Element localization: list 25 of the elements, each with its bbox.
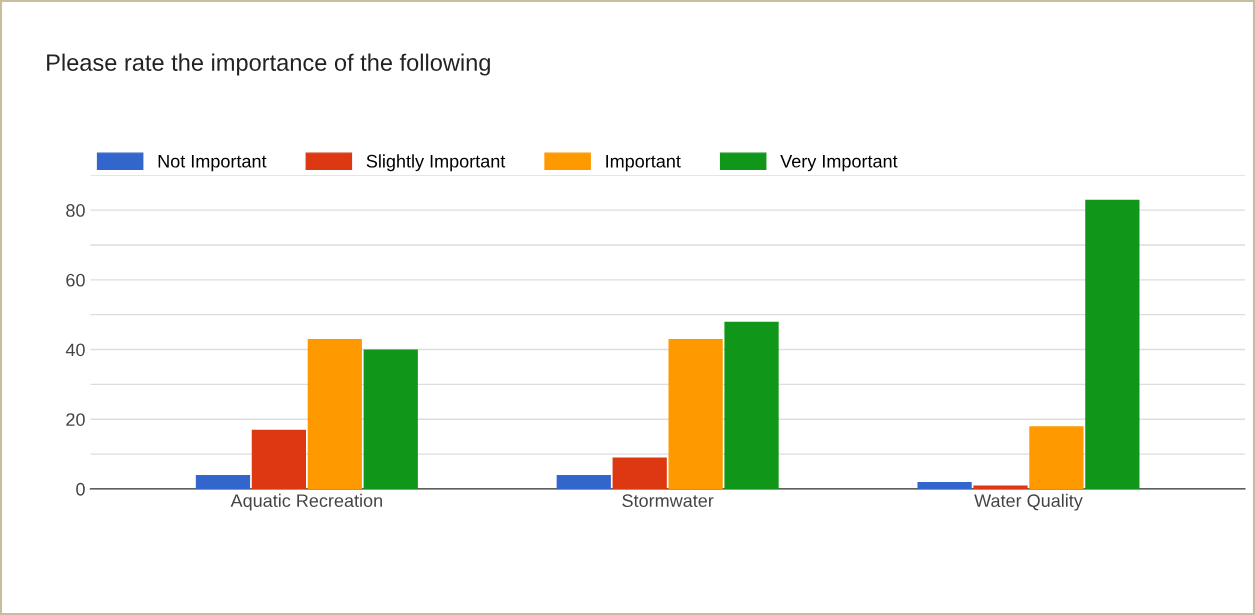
legend-label: Very Important (780, 155, 898, 172)
bar (1029, 426, 1084, 489)
x-tick-label: Water Quality (974, 493, 1083, 511)
y-tick-label: 60 (66, 273, 85, 287)
bar (556, 474, 611, 489)
y-tick-label: 0 (76, 482, 85, 496)
bar (307, 339, 362, 489)
x-tick-label: Stormwater (622, 494, 714, 508)
bar (668, 339, 723, 489)
bar (724, 321, 779, 489)
bar (973, 485, 1028, 489)
bar (1085, 199, 1140, 489)
legend-label: Not Important (158, 155, 267, 172)
bar (195, 474, 251, 489)
y-tick-label: 80 (66, 204, 85, 217)
legend-label: Important (606, 155, 681, 172)
bar (612, 457, 667, 489)
bar (917, 481, 972, 489)
x-tick-label: Aquatic Recreation (230, 493, 382, 511)
legend-label: Slightly Important (366, 154, 506, 172)
y-tick-label: 20 (66, 413, 85, 426)
bar (363, 349, 418, 489)
y-tick-label: 40 (65, 343, 85, 357)
chart-title: Please rate the importance of the following (47, 53, 490, 76)
bar (251, 429, 307, 489)
